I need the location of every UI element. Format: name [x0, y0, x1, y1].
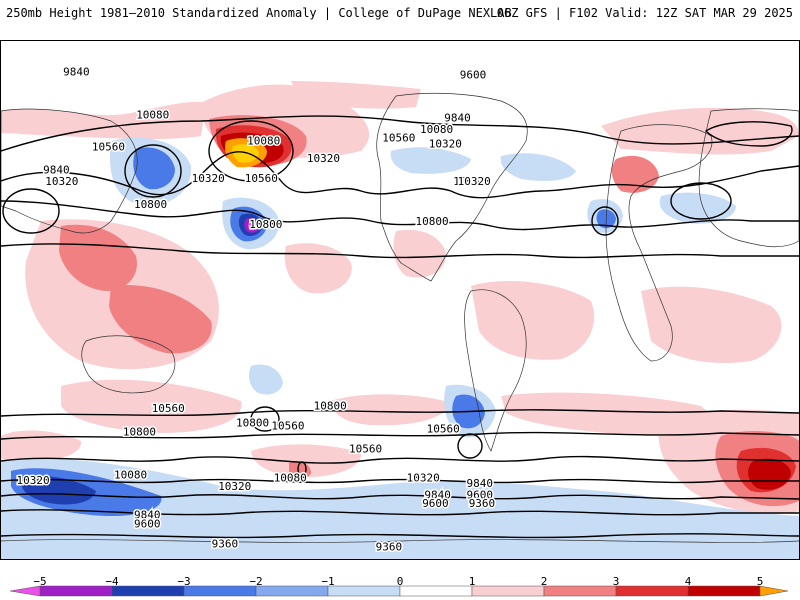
- colorbar-tick-label: 5: [756, 575, 764, 588]
- colorbar-segment: [327, 585, 401, 597]
- colorbar-tick-label: 0: [396, 575, 404, 588]
- contour-label: 10800: [236, 417, 269, 430]
- anomaly-positive-max: [232, 144, 259, 163]
- contour-label: 10800: [123, 425, 156, 438]
- anomaly-positive-patch: [251, 444, 362, 478]
- contour-label: 9840: [444, 112, 471, 125]
- contour-label: 10560: [427, 422, 460, 435]
- contour-label: 10560: [271, 420, 304, 433]
- anomaly-positive-patch: [61, 379, 242, 433]
- contour-label: 10080: [420, 123, 453, 136]
- contour-label: 10320: [17, 474, 50, 487]
- anomaly-negative-patch: [249, 364, 283, 395]
- anomaly-positive-core: [59, 224, 137, 291]
- contour-label: 10320: [407, 471, 440, 484]
- contour-label: 10800: [249, 218, 282, 231]
- contour-label: 10560: [245, 172, 278, 185]
- colorbar: −5 −4 −3 −2 −1 0 1 2 3 4 5: [0, 560, 800, 600]
- anomaly-negative-patch: [390, 147, 471, 174]
- colorbar-segment: [255, 585, 329, 597]
- colorbar-tick-label: −2: [249, 575, 263, 588]
- colorbar-tick-label: −1: [321, 575, 335, 588]
- anomaly-positive-patch: [1, 430, 82, 462]
- colorbar-max-arrow: [759, 585, 789, 597]
- colorbar-tick-label: 3: [612, 575, 620, 588]
- contour-label: 10080: [136, 109, 169, 122]
- colorbar-tick-label: 4: [684, 575, 692, 588]
- anomaly-positive-patch: [601, 107, 799, 155]
- colorbar-segment: [183, 585, 257, 597]
- anomaly-positive-patch: [331, 394, 451, 426]
- contour-label: 10320: [307, 152, 340, 165]
- contour-label: 9840: [134, 509, 161, 522]
- contour-label: 9840: [467, 477, 494, 490]
- anomaly-positive-patch: [501, 392, 709, 436]
- contour-label: 10800: [416, 215, 449, 228]
- colorbar-tick-label: −5: [33, 575, 47, 588]
- contour-label: 9840: [424, 489, 451, 502]
- contour-label: 9600: [422, 497, 449, 510]
- anomaly-positive-patch: [393, 229, 447, 278]
- contour-label: 10320: [192, 172, 225, 185]
- contour-label: 9840: [43, 163, 70, 176]
- anomaly-positive-strong: [748, 458, 791, 490]
- contour-label: 10080: [114, 468, 147, 481]
- anomaly-negative-core: [133, 147, 175, 190]
- contour-label: 10560: [152, 402, 185, 415]
- contour-label: 10320: [458, 175, 491, 188]
- map-panel: 9840 9600 10080 9840 10560 10080 10080 10560 103…: [0, 40, 800, 560]
- height-contours: [1, 115, 799, 539]
- contour-label: 10080: [247, 135, 280, 148]
- contour-label: 9600: [467, 489, 494, 502]
- contour-label: 10560: [382, 132, 415, 145]
- colorbar-segment: [543, 585, 617, 597]
- colorbar-segment: [615, 585, 689, 597]
- contour-label: 9360: [469, 497, 496, 510]
- contour-label: 9360: [376, 540, 403, 553]
- contour-label: 10560: [92, 140, 125, 153]
- contour-label: 10320: [218, 480, 251, 493]
- colorbar-min-arrow: [9, 585, 41, 597]
- contour-label: 9360: [212, 538, 239, 551]
- chart-title: 250mb Height 1981–2010 Standardized Anom…: [6, 6, 512, 20]
- colorbar-segment: [687, 585, 761, 597]
- anomaly-positive-core: [109, 285, 212, 354]
- colorbar-segment: [399, 585, 473, 597]
- anomaly-positive-core: [611, 155, 659, 193]
- contour-label: 9600: [460, 68, 487, 81]
- contour-label: 10560: [349, 443, 382, 456]
- anomaly-positive-patch: [641, 286, 782, 363]
- contour-label: 10320: [429, 138, 462, 151]
- anomaly-positive-patch: [471, 281, 595, 360]
- colorbar-segment: [471, 585, 545, 597]
- colorbar-tick-label: −3: [177, 575, 191, 588]
- colorbar-tick-label: 2: [540, 575, 548, 588]
- anomaly-negative-strong: [20, 476, 96, 505]
- colorbar-tick-label: 1: [468, 575, 476, 588]
- colorbar-graphic: [9, 585, 789, 597]
- colorbar-segment: [39, 585, 113, 597]
- contour-label: 10560: [453, 175, 486, 188]
- anomaly-negative-patch: [1, 458, 799, 559]
- contour-label: 9840: [63, 66, 90, 79]
- anomaly-positive-patch: [1, 101, 206, 140]
- contour-label: 10080: [274, 471, 307, 484]
- anomaly-positive-patch: [291, 81, 421, 109]
- contour-label: 10800: [134, 198, 167, 211]
- coastlines: [1, 92, 799, 543]
- anomaly-negative-max: [247, 221, 257, 231]
- contour-label: 10800: [314, 399, 347, 412]
- anomaly-positive-patch: [284, 243, 352, 294]
- contour-label: 10320: [45, 175, 78, 188]
- colorbar-segment: [111, 585, 185, 597]
- contour-label: 9600: [134, 517, 161, 530]
- run-info: 06Z GFS | F102 Valid: 12Z SAT MAR 29 202…: [496, 6, 793, 20]
- colorbar-tick-label: −4: [105, 575, 119, 588]
- anomaly-negative-patch: [500, 153, 576, 181]
